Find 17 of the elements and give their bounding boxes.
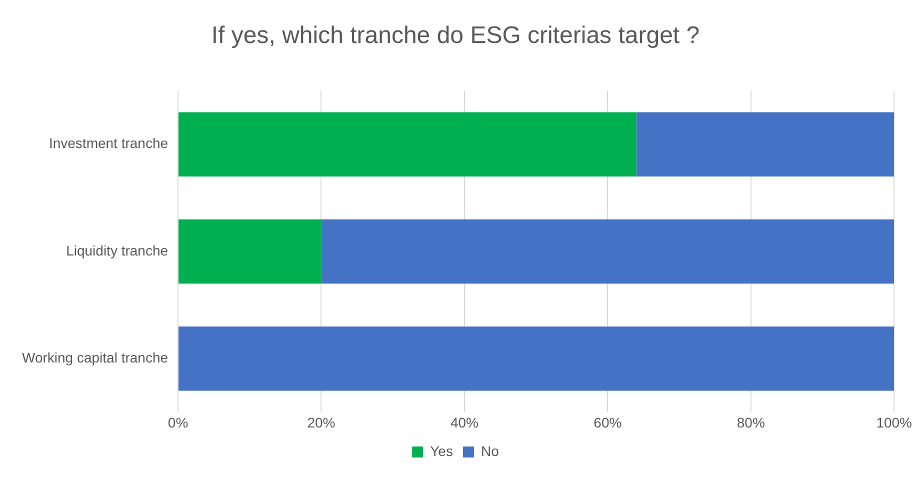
x-tick-label: 20% — [307, 414, 336, 430]
chart-title: If yes, which tranche do ESG criterias target ? — [211, 22, 700, 50]
x-tick-label: 100% — [876, 414, 912, 430]
bar — [178, 112, 636, 177]
y-tick-label: Investment tranche — [48, 135, 168, 152]
legend-label: Yes — [430, 442, 453, 459]
x-tick-label: 60% — [594, 414, 622, 430]
y-tick-label: Liquidity tranche — [66, 242, 168, 258]
bar — [321, 219, 894, 284]
y-tick-label: Working capital tranche — [22, 349, 168, 366]
bar — [636, 112, 894, 177]
bar — [178, 219, 322, 284]
x-tick-label: 40% — [450, 414, 478, 430]
x-tick-label: 80% — [736, 414, 765, 430]
bar — [178, 326, 894, 391]
legend-label: No — [480, 442, 500, 459]
x-tick-label: 0% — [168, 414, 188, 430]
